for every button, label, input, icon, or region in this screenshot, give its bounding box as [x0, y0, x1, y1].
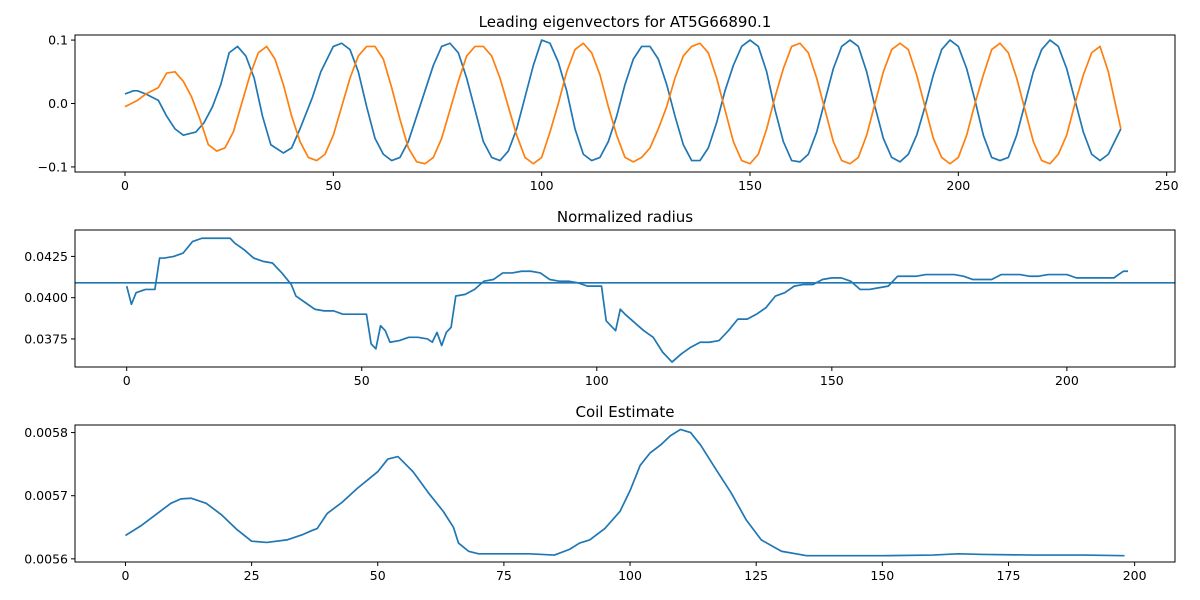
x-tick-label: 200: [946, 178, 970, 193]
subplot-title: Normalized radius: [557, 208, 693, 226]
y-tick-label: 0.0425: [24, 249, 68, 264]
plot-frame: [74, 424, 1176, 563]
x-tick-label: 175: [997, 568, 1021, 583]
subplot-1: Leading eigenvectors for AT5G66890.1 0 50 1…: [38, 13, 1179, 193]
y-tick-label: 0.0375: [24, 331, 68, 346]
y-tick-label: −0.1: [38, 159, 68, 174]
subplot-title: Coil Estimate: [575, 403, 674, 421]
x-tick-label: 25: [244, 568, 260, 583]
x-tick-label: 150: [820, 373, 844, 388]
subplot-2: Normalized radius 0 50 100 150 200 0.0375 0.040…: [24, 208, 1176, 388]
y-tick-label: 0.0400: [24, 290, 68, 305]
x-tick-label: 0: [123, 373, 131, 388]
x-tick-label: 50: [325, 178, 341, 193]
x-tick-label: 150: [870, 568, 894, 583]
x-tick-label: 150: [738, 178, 762, 193]
x-tick-label: 75: [496, 568, 512, 583]
plot-frame: [74, 229, 1176, 368]
subplot-3: Coil Estimate 0 25 50 75 100 125 150 175 200 0.005…: [24, 403, 1176, 583]
series-line-1: [125, 237, 1128, 363]
y-tick-label: 0.0057: [24, 488, 68, 503]
x-tick-label: 50: [354, 373, 370, 388]
y-tick-label: 0.1: [48, 33, 68, 48]
x-tick-label: 50: [370, 568, 386, 583]
x-tick-label: 200: [1055, 373, 1079, 388]
y-tick-label: 0.0058: [24, 425, 68, 440]
x-tick-label: 250: [1155, 178, 1179, 193]
x-tick-label: 100: [585, 373, 609, 388]
x-tick-label: 200: [1123, 568, 1147, 583]
y-tick-label: 0.0: [48, 96, 68, 111]
series-line-2: [124, 42, 1122, 165]
x-tick-label: 0: [121, 568, 129, 583]
series-line-1: [125, 428, 1125, 557]
x-tick-label: 0: [121, 178, 129, 193]
subplot-title: Leading eigenvectors for AT5G66890.1: [479, 13, 772, 31]
x-tick-label: 100: [618, 568, 642, 583]
y-tick-label: 0.0056: [24, 551, 68, 566]
x-tick-label: 125: [744, 568, 768, 583]
x-tick-label: 100: [530, 178, 554, 193]
series-line-1: [124, 39, 1122, 163]
